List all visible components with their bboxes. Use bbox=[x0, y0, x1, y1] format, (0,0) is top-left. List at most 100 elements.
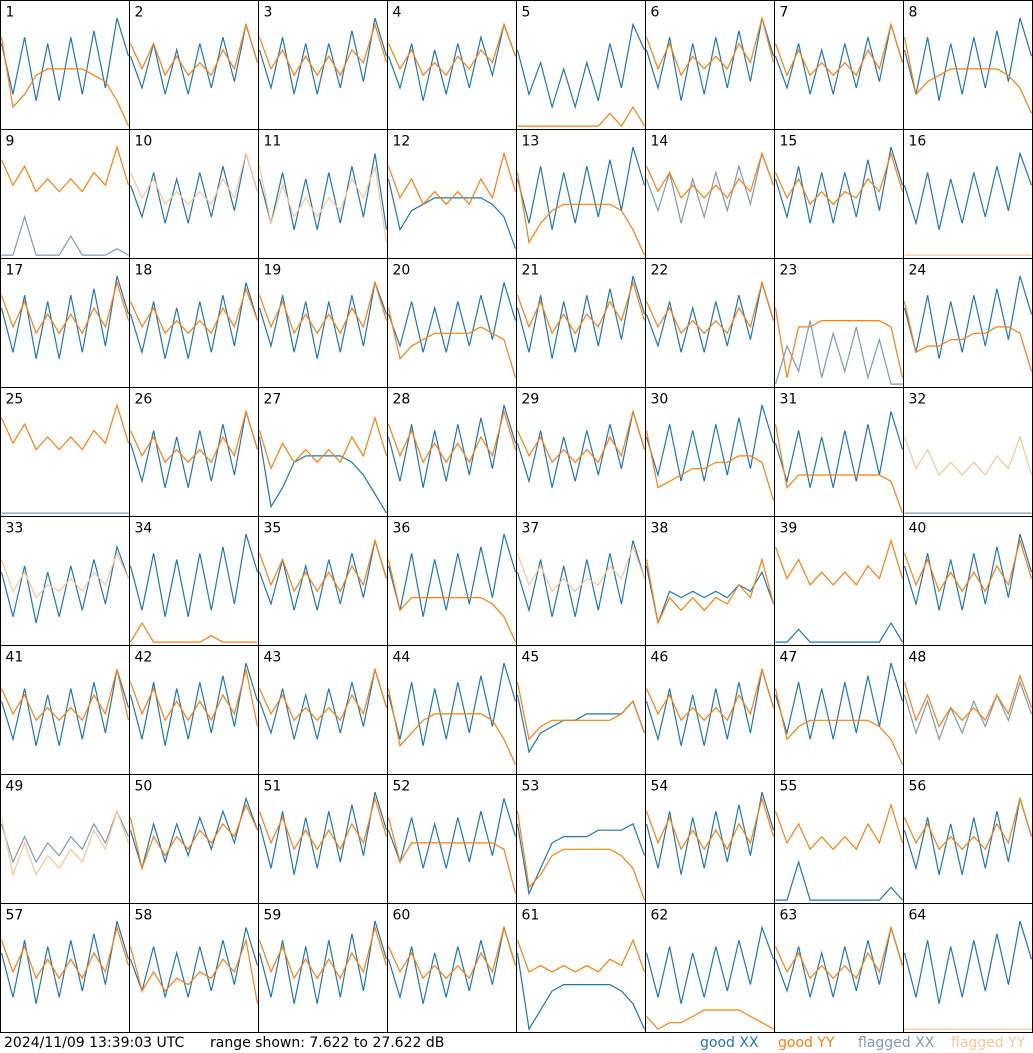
panel-frame bbox=[774, 516, 904, 646]
panel-frame bbox=[387, 903, 517, 1033]
panel-label: 54 bbox=[651, 779, 669, 795]
xx-line bbox=[645, 404, 775, 482]
panel-frame bbox=[516, 387, 646, 517]
panel: 11 bbox=[258, 129, 388, 259]
yy-line bbox=[387, 151, 517, 206]
yy-line bbox=[903, 673, 1033, 728]
yy-line bbox=[774, 538, 904, 586]
yy-line bbox=[258, 538, 388, 593]
panel-frame bbox=[516, 0, 646, 130]
yy-line bbox=[387, 817, 517, 894]
panel: 56 bbox=[903, 774, 1033, 904]
yy-line bbox=[0, 925, 130, 980]
yy-line bbox=[258, 667, 388, 722]
panel: 10 bbox=[129, 129, 259, 259]
xx-line bbox=[258, 280, 388, 359]
panel: 2 bbox=[129, 0, 259, 130]
xx-line bbox=[258, 17, 388, 95]
panel: 53 bbox=[516, 774, 646, 904]
panel: 9 bbox=[0, 129, 130, 259]
panel-label: 3 bbox=[264, 5, 273, 21]
panel: 26 bbox=[129, 387, 259, 517]
panel: 6 bbox=[645, 0, 775, 130]
yy-line bbox=[516, 811, 646, 901]
xx-line bbox=[129, 927, 259, 998]
yy-line bbox=[387, 925, 517, 980]
panel-label: 17 bbox=[6, 263, 24, 279]
yy-line bbox=[387, 559, 517, 643]
panel-frame bbox=[774, 774, 904, 904]
panel: 20 bbox=[387, 258, 517, 388]
panel-label: 5 bbox=[522, 5, 531, 21]
panel: 62 bbox=[645, 903, 775, 1033]
yy-line bbox=[774, 424, 904, 514]
panel-label: 13 bbox=[522, 134, 540, 150]
panel-label: 52 bbox=[393, 779, 411, 795]
panel-frame bbox=[0, 645, 130, 775]
panel: 44 bbox=[387, 645, 517, 775]
xx-line bbox=[774, 662, 904, 740]
yy-line bbox=[0, 403, 130, 451]
yy-line bbox=[387, 409, 517, 464]
xx-line bbox=[645, 925, 775, 1004]
panel-label: 44 bbox=[393, 650, 411, 666]
panel: 46 bbox=[645, 645, 775, 775]
panel-label: 16 bbox=[909, 134, 927, 150]
panel-label: 59 bbox=[264, 908, 282, 924]
panel: 49 bbox=[0, 774, 130, 904]
panel-label: 42 bbox=[135, 650, 153, 666]
panel-label: 33 bbox=[6, 521, 24, 537]
yy-line bbox=[387, 307, 517, 378]
panel: 12 bbox=[387, 129, 517, 259]
yy-line bbox=[129, 669, 259, 727]
xx-line bbox=[774, 411, 904, 488]
panel-frame bbox=[129, 0, 259, 130]
panel: 25 bbox=[0, 387, 130, 517]
yy-line bbox=[774, 925, 904, 980]
panel-frame bbox=[129, 258, 259, 388]
panel-label: 8 bbox=[909, 5, 918, 21]
panel: 5 bbox=[516, 0, 646, 130]
xx-line bbox=[1, 214, 129, 256]
panel-frame bbox=[129, 387, 259, 517]
panel-label: 64 bbox=[909, 908, 927, 924]
xx-line bbox=[258, 540, 388, 611]
xx-line bbox=[516, 952, 646, 1031]
panel: 21 bbox=[516, 258, 646, 388]
yy-line bbox=[645, 151, 775, 199]
yy-line bbox=[774, 151, 904, 206]
panel: 54 bbox=[645, 774, 775, 904]
xx-line bbox=[258, 153, 388, 230]
yy-line bbox=[0, 145, 130, 193]
legend-entry: good YY bbox=[778, 1035, 835, 1051]
yy-line bbox=[129, 22, 259, 77]
panel-label: 34 bbox=[135, 521, 153, 537]
panel-frame bbox=[645, 903, 775, 1033]
panel-frame bbox=[387, 258, 517, 388]
panel: 30 bbox=[645, 387, 775, 517]
panel-label: 6 bbox=[651, 5, 660, 21]
legend-entry: good XX bbox=[700, 1035, 759, 1051]
panel-label: 58 bbox=[135, 908, 153, 924]
yy-line bbox=[645, 557, 775, 625]
panel-label: 61 bbox=[522, 908, 540, 924]
xx-line bbox=[516, 823, 646, 896]
panel-frame bbox=[0, 0, 130, 130]
yy-line bbox=[0, 809, 130, 877]
xx-line bbox=[774, 320, 903, 385]
panel-label: 26 bbox=[135, 392, 153, 408]
panel: 1 bbox=[0, 0, 130, 130]
yy-line bbox=[645, 796, 775, 851]
panel: 3 bbox=[258, 0, 388, 130]
panel-label: 21 bbox=[522, 263, 540, 279]
panel-frame bbox=[903, 129, 1033, 259]
panel: 14 bbox=[645, 129, 775, 259]
panel: 16 bbox=[903, 129, 1033, 259]
panel-label: 9 bbox=[6, 134, 15, 150]
yy-line bbox=[129, 151, 259, 206]
panel: 51 bbox=[258, 774, 388, 904]
xx-line bbox=[775, 621, 904, 643]
yy-line bbox=[516, 938, 646, 973]
panel-label: 20 bbox=[393, 263, 411, 279]
